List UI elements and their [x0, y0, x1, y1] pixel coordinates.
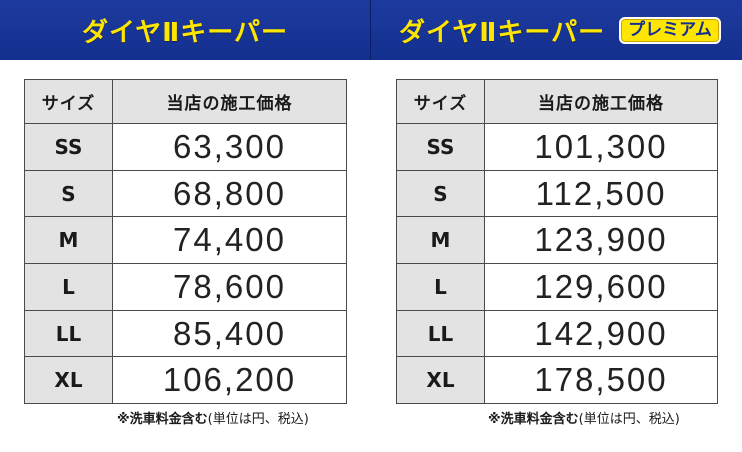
- column-header-price: 当店の施工価格: [112, 79, 347, 124]
- size-cell: XL: [396, 356, 485, 405]
- note-emphasis: ※洗車料金含む: [488, 412, 579, 427]
- table-header-row: サイズ 当店の施工価格: [396, 79, 718, 124]
- panel-title: ダイヤⅡキーパー: [399, 17, 606, 48]
- table-row: S 112,500: [396, 169, 718, 218]
- size-cell: SS: [396, 123, 485, 171]
- price-cell: 178,500: [484, 356, 718, 405]
- price-cell: 74,400: [112, 216, 347, 265]
- column-header-price: 当店の施工価格: [484, 79, 718, 124]
- price-cell: 123,900: [484, 216, 718, 265]
- price-cell: 78,600: [112, 263, 347, 311]
- price-cell: 63,300: [112, 123, 347, 171]
- size-cell: S: [24, 169, 113, 218]
- price-note: ※洗車料金含む(単位は円、税込): [117, 408, 309, 427]
- table-header-row: サイズ 当店の施工価格: [24, 79, 347, 124]
- column-header-size: サイズ: [24, 79, 113, 124]
- table-row: SS 63,300: [24, 123, 347, 171]
- price-cell: 85,400: [112, 309, 347, 358]
- price-cell: 142,900: [484, 309, 718, 358]
- column-header-size: サイズ: [396, 79, 485, 124]
- table-row: SS 101,300: [396, 123, 718, 171]
- price-cell: 129,600: [484, 263, 718, 311]
- note-unit: (単位は円、税込): [578, 412, 680, 427]
- table-row: M 123,900: [396, 216, 718, 265]
- size-cell: L: [24, 263, 113, 311]
- table-row: XL 106,200: [24, 356, 347, 405]
- premium-badge: プレミアム: [619, 16, 721, 44]
- size-cell: L: [396, 263, 485, 311]
- size-cell: M: [24, 216, 113, 265]
- premium-price-panel: ダイヤⅡキーパー プレミアム サイズ 当店の施工価格 SS 101,300 S …: [371, 0, 742, 427]
- note-unit: (単位は円、税込): [207, 412, 309, 427]
- price-table: サイズ 当店の施工価格 SS 63,300 S 68,800 M 74,400 …: [24, 79, 347, 405]
- price-cell: 68,800: [112, 169, 347, 218]
- table-row: L 129,600: [396, 263, 718, 311]
- table-row: XL 178,500: [396, 356, 718, 405]
- price-cell: 101,300: [484, 123, 718, 171]
- size-cell: LL: [24, 309, 113, 358]
- table-row: LL 85,400: [24, 309, 347, 358]
- size-cell: LL: [396, 309, 485, 358]
- panel-header: ダイヤⅡキーパー プレミアム: [371, 0, 742, 60]
- price-note: ※洗車料金含む(単位は円、税込): [488, 408, 680, 427]
- table-row: L 78,600: [24, 263, 347, 311]
- price-cell: 106,200: [112, 356, 347, 405]
- size-cell: M: [396, 216, 485, 265]
- price-cell: 112,500: [484, 169, 718, 218]
- table-row: S 68,800: [24, 169, 347, 218]
- panel-header: ダイヤⅡキーパー: [0, 0, 371, 60]
- size-cell: XL: [24, 356, 113, 405]
- size-cell: S: [396, 169, 485, 218]
- table-row: M 74,400: [24, 216, 347, 265]
- note-emphasis: ※洗車料金含む: [117, 412, 208, 427]
- standard-price-panel: ダイヤⅡキーパー サイズ 当店の施工価格 SS 63,300 S 68,800 …: [0, 0, 371, 427]
- size-cell: SS: [24, 123, 113, 171]
- table-row: LL 142,900: [396, 309, 718, 358]
- panel-title: ダイヤⅡキーパー: [81, 17, 289, 48]
- price-table: サイズ 当店の施工価格 SS 101,300 S 112,500 M 123,9…: [396, 79, 718, 405]
